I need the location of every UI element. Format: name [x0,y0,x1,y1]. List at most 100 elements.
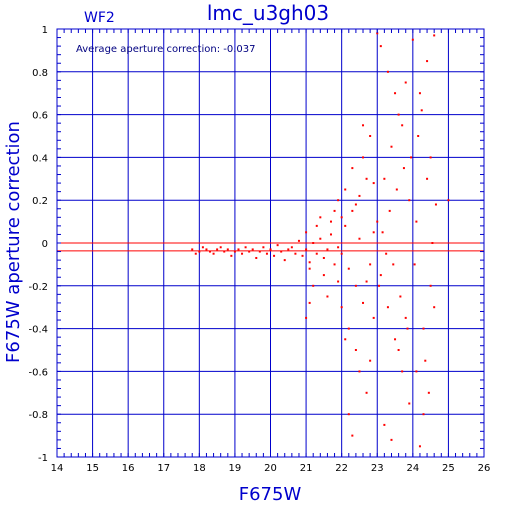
data-point [248,250,251,253]
y-axis-label: F675W aperture correction [3,121,24,363]
y-tick-labels: -1 -0.8 -0.6 -0.4 -0.2 0 0.2 0.4 0.6 0.8 1 [28,25,48,464]
data-point [273,254,276,257]
data-point [329,233,332,236]
y-tick-label: 1 [42,25,48,36]
data-point [283,259,286,262]
data-point [392,263,395,266]
data-point [244,246,247,249]
data-point [383,423,386,426]
data-point [241,252,244,255]
data-point [386,70,389,73]
data-point [420,109,423,112]
data-point [427,391,430,394]
data-point [305,316,308,319]
data-point [340,252,343,255]
x-tick-label: 17 [157,463,170,474]
data-point [276,244,279,247]
data-point [305,231,308,234]
chart-title: lmc_u3gh03 [207,1,329,25]
data-point [308,301,311,304]
data-point [372,316,375,319]
data-point [410,156,413,159]
data-point [219,246,222,249]
x-tick-label: 15 [86,463,99,474]
data-point [415,370,418,373]
data-point [394,338,397,341]
data-point [369,263,372,266]
data-point [372,182,375,185]
data-point [205,248,208,251]
data-point [385,252,388,255]
data-point [397,349,400,351]
data-point [401,370,404,373]
data-point [426,60,429,63]
data-point [372,231,375,234]
data-point [433,34,436,37]
data-point [322,274,325,277]
x-tick-label: 24 [406,463,419,474]
y-tick-label: -0.6 [28,367,48,378]
data-point [344,188,347,191]
data-point [344,338,347,341]
data-point [347,327,350,330]
data-point [312,242,315,244]
y-tick-label: 0 [42,239,48,250]
data-point [369,135,372,137]
y-tick-label: 0.2 [32,196,48,207]
x-tick-label: 26 [478,463,491,474]
data-point [422,327,425,330]
data-point [362,156,365,159]
data-point [344,224,347,227]
data-point [329,220,332,223]
data-point [297,239,300,242]
data-point [351,167,354,170]
data-point [312,284,315,287]
data-point [212,252,215,255]
y-tick-label: -1 [38,453,48,464]
y-tick-label: 0.6 [32,111,48,122]
data-point [424,359,427,362]
data-point [269,248,272,251]
data-point [358,194,361,197]
x-tick-label: 21 [300,463,313,474]
data-point [209,250,212,253]
annotation-text: Average aperture correction: -0.037 [76,44,256,55]
data-point [402,167,405,170]
data-point [319,237,322,240]
data-point [376,32,379,35]
data-point [347,413,350,416]
data-point [265,252,268,255]
data-point [198,250,201,253]
data-point [369,359,372,362]
data-point [340,306,343,309]
tick-marks [56,28,485,458]
data-point [379,274,382,277]
data-points [191,32,450,448]
data-point [216,248,219,251]
data-point [290,246,293,249]
x-tick-label: 25 [442,463,455,474]
data-point [340,216,343,219]
data-point [322,256,325,259]
data-point [255,256,258,259]
data-point [422,413,425,416]
data-point [447,199,450,202]
data-point [326,248,329,251]
data-point [431,242,434,244]
data-point [358,237,361,240]
x-tick-labels: 14 15 16 17 18 19 20 21 22 23 24 25 26 [51,463,491,474]
x-tick-label: 23 [371,463,384,474]
data-point [426,177,429,180]
data-point [308,267,311,270]
data-point [394,92,397,95]
x-tick-label: 16 [122,463,135,474]
data-point [365,280,368,283]
data-point [429,284,432,287]
data-point [354,349,357,351]
data-point [395,188,398,191]
data-point [280,250,283,253]
data-point [411,38,414,41]
data-point [337,280,340,283]
data-point [433,306,436,309]
